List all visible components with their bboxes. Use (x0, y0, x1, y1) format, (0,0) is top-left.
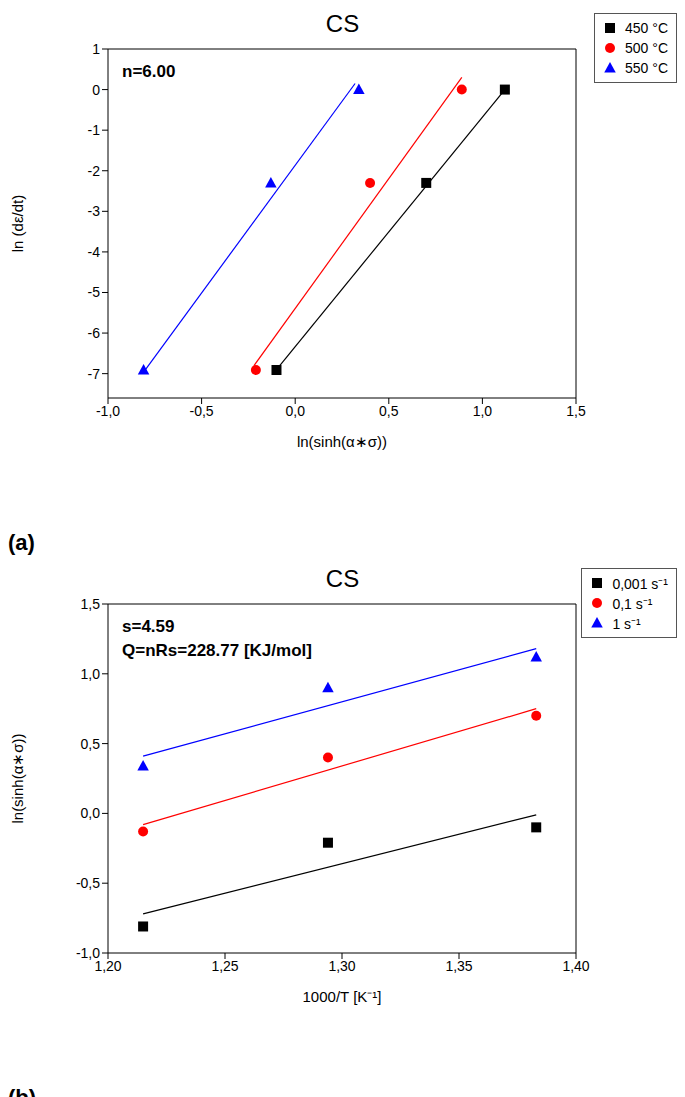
html-text:0,1 s⁻¹: 0,1 s⁻¹ (612, 595, 653, 612)
svg-text:0,5: 0,5 (379, 403, 399, 419)
html-text:(a): (a) (8, 530, 35, 555)
svg-text:-3: -3 (88, 203, 101, 219)
svg-text:-0,5: -0,5 (190, 403, 214, 419)
html-text:500 °C: 500 °C (625, 40, 668, 56)
svg-text:0: 0 (92, 82, 100, 98)
svg-text:1,30: 1,30 (328, 958, 355, 974)
svg-text:ln (dε/dt): ln (dε/dt) (9, 195, 26, 253)
html-text:1 s⁻¹: 1 s⁻¹ (612, 615, 641, 632)
html-text:CS: CS (325, 565, 360, 592)
svg-text:ln(sinh(α∗σ)): ln(sinh(α∗σ)) (9, 733, 26, 823)
svg-text:0,0: 0,0 (285, 403, 305, 419)
svg-text:1,5: 1,5 (81, 596, 101, 612)
html-text:450 °C: 450 °C (625, 20, 668, 36)
html-text:n=6.00: n=6.00 (122, 62, 176, 81)
svg-text:-4: -4 (88, 244, 101, 260)
svg-text:1,40: 1,40 (562, 958, 589, 974)
svg-text:-7: -7 (88, 366, 101, 382)
svg-text:-1,0: -1,0 (76, 945, 100, 961)
svg-text:0,0: 0,0 (81, 805, 101, 821)
svg-text:-1,0: -1,0 (96, 403, 120, 419)
svg-text:-1: -1 (88, 122, 101, 138)
svg-text:1000/T [K⁻¹]: 1000/T [K⁻¹] (303, 988, 382, 1005)
svg-text:-5: -5 (88, 284, 101, 300)
svg-text:-0,5: -0,5 (76, 875, 100, 891)
svg-text:1,20: 1,20 (94, 957, 122, 974)
html-text:0,001 s⁻¹: 0,001 s⁻¹ (612, 575, 668, 592)
svg-text:1: 1 (92, 41, 100, 57)
svg-text:1,5: 1,5 (566, 403, 586, 419)
svg-text:0,5: 0,5 (81, 736, 101, 752)
svg-text:ln(sinh(α∗σ)): ln(sinh(α∗σ)) (297, 433, 387, 450)
svg-text:1,25: 1,25 (211, 958, 238, 974)
html-text:Q=nRs=228.77 [KJ/mol]: Q=nRs=228.77 [KJ/mol] (122, 641, 312, 660)
html-text:s=4.59: s=4.59 (122, 617, 175, 636)
svg-text:1,0: 1,0 (473, 403, 493, 419)
html-text:550 °C: 550 °C (625, 60, 668, 76)
html-text:CS: CS (325, 10, 360, 37)
svg-text:-2: -2 (88, 163, 101, 179)
svg-text:1,35: 1,35 (445, 958, 472, 974)
svg-text:-6: -6 (88, 325, 101, 341)
svg-text:1,0: 1,0 (81, 666, 101, 682)
